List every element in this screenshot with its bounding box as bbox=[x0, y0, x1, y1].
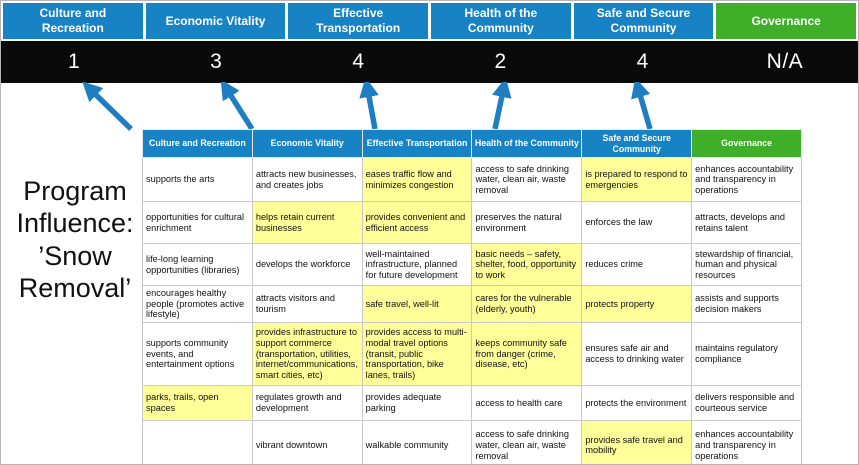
table-row: parks, trails, open spaces regulates grow… bbox=[142, 384, 802, 421]
pillar-score-economic-vitality: 3 bbox=[210, 50, 223, 73]
table-header-row: Culture and Recreation Economic Vitality… bbox=[142, 128, 802, 159]
influence-table: Culture and Recreation Economic Vitality… bbox=[142, 128, 802, 464]
program-label-line: Influence: bbox=[16, 208, 134, 239]
influence-table-body: supports the arts attracts new businesses… bbox=[142, 157, 802, 464]
table-cell: enforces the law bbox=[581, 201, 693, 245]
table-cell: provides convenient and efficient access bbox=[361, 201, 473, 245]
table-cell: ensures safe air and access to drinking … bbox=[581, 321, 693, 386]
table-cell: reduces crime bbox=[581, 243, 693, 287]
program-influence-label: Program Influence: ’Snow Removal’ bbox=[1, 175, 149, 305]
table-row: opportunities for cultural enrichment hel… bbox=[142, 201, 802, 245]
table-cell: walkable community bbox=[361, 419, 473, 464]
table-row: encourages healthy people (promotes acti… bbox=[142, 285, 802, 323]
table-cell: keeps community safe from danger (crime,… bbox=[471, 321, 583, 386]
up-arrow-icon bbox=[82, 82, 133, 131]
table-cell: helps retain current businesses bbox=[251, 201, 363, 245]
table-cell: maintains regulatory compliance bbox=[691, 321, 802, 386]
table-header-health-of-the-community: Health of the Community bbox=[471, 128, 583, 159]
table-cell: regulates growth and development bbox=[251, 384, 363, 421]
program-label-line: Program bbox=[23, 176, 127, 206]
table-cell: attracts visitors and tourism bbox=[251, 285, 363, 323]
table-cell: parks, trails, open spaces bbox=[142, 384, 253, 421]
table-cell: access to health care bbox=[471, 384, 583, 421]
pillar-header-economic-vitality: Economic Vitality bbox=[145, 3, 286, 39]
table-cell: is prepared to respond to emergencies bbox=[581, 157, 693, 203]
influence-arrows bbox=[82, 82, 653, 131]
table-cell: enhances accountability and transparency… bbox=[691, 157, 802, 203]
pillar-score-governance: N/A bbox=[766, 50, 804, 73]
table-cell: vibrant downtown bbox=[251, 419, 363, 464]
pillar-header-health-of-the-community: Health of the Community bbox=[431, 3, 571, 39]
pillar-score-health-of-the-community: 2 bbox=[494, 50, 507, 73]
table-cell: provides adequate parking bbox=[361, 384, 473, 421]
pillar-header-effective-transportation: Effective Transportation bbox=[288, 3, 428, 39]
up-arrow-icon bbox=[492, 82, 512, 130]
table-cell: attracts new businesses, and creates job… bbox=[251, 157, 363, 203]
up-arrow-icon bbox=[220, 82, 255, 131]
table-cell: life-long learning opportunities (librar… bbox=[142, 243, 253, 287]
pillar-header-safe-and-secure-community: Safe and Secure Community bbox=[573, 3, 714, 39]
pillar-header-row: Culture and Recreation Economic Vitality… bbox=[3, 3, 856, 39]
up-arrow-icon bbox=[631, 82, 653, 130]
table-cell: basic needs – safety, shelter, food, opp… bbox=[471, 243, 583, 287]
table-header-governance: Governance bbox=[691, 128, 802, 159]
table-cell: delivers responsible and courteous servi… bbox=[691, 384, 802, 421]
pillar-header-culture-and-recreation: Culture and Recreation bbox=[3, 3, 143, 39]
pillar-header-governance: Governance bbox=[716, 3, 856, 39]
table-cell: stewardship of financial, human and phys… bbox=[691, 243, 802, 287]
table-row: supports community events, and entertain… bbox=[142, 321, 802, 386]
table-cell bbox=[142, 419, 253, 464]
table-cell: assists and supports decision makers bbox=[691, 285, 802, 323]
table-cell: protects property bbox=[581, 285, 693, 323]
table-cell: provides infrastructure to support comme… bbox=[251, 321, 363, 386]
program-label-line: ’Snow bbox=[38, 240, 112, 271]
table-cell: access to safe drinking water, clean air… bbox=[471, 157, 583, 203]
program-label-line: Removal’ bbox=[18, 273, 132, 304]
table-cell: opportunities for cultural enrichment bbox=[142, 201, 253, 245]
table-cell: provides access to multi-modal travel op… bbox=[361, 321, 473, 386]
table-header-culture-and-recreation: Culture and Recreation bbox=[142, 128, 253, 159]
table-header-effective-transportation: Effective Transportation bbox=[361, 128, 473, 159]
table-header-safe-and-secure-community: Safe and Secure Community bbox=[581, 128, 693, 159]
pillar-score-safe-and-secure-community: 4 bbox=[636, 50, 649, 73]
table-header-economic-vitality: Economic Vitality bbox=[251, 128, 363, 159]
table-row: vibrant downtown walkable community access… bbox=[142, 419, 802, 464]
table-row: life-long learning opportunities (librar… bbox=[142, 243, 802, 287]
table-cell: safe travel, well-lit bbox=[361, 285, 473, 323]
up-arrow-icon bbox=[359, 82, 379, 130]
table-cell: enhances accountability and transparency… bbox=[691, 419, 802, 464]
pillar-score-culture-and-recreation: 1 bbox=[67, 50, 81, 73]
table-cell: supports community events, and entertain… bbox=[142, 321, 253, 386]
table-cell: protects the environment bbox=[581, 384, 693, 421]
table-cell: develops the workforce bbox=[251, 243, 363, 287]
table-cell: preserves the natural environment bbox=[471, 201, 583, 245]
table-cell: encourages healthy people (promotes acti… bbox=[142, 285, 253, 323]
table-cell: attracts, develops and retains talent bbox=[691, 201, 802, 245]
table-cell: supports the arts bbox=[142, 157, 253, 203]
table-cell: cares for the vulnerable (elderly, youth… bbox=[471, 285, 583, 323]
table-cell: well-maintained infrastructure, planned … bbox=[361, 243, 473, 287]
pillar-score-row: 1 3 4 2 4 N/A bbox=[1, 41, 858, 83]
table-cell: access to safe drinking water, clean air… bbox=[471, 419, 583, 464]
table-row: supports the arts attracts new businesses… bbox=[142, 157, 802, 203]
table-cell: eases traffic flow and minimizes congest… bbox=[361, 157, 473, 203]
table-cell: provides safe travel and mobility bbox=[581, 419, 693, 464]
pillar-score-effective-transportation: 4 bbox=[352, 50, 365, 73]
